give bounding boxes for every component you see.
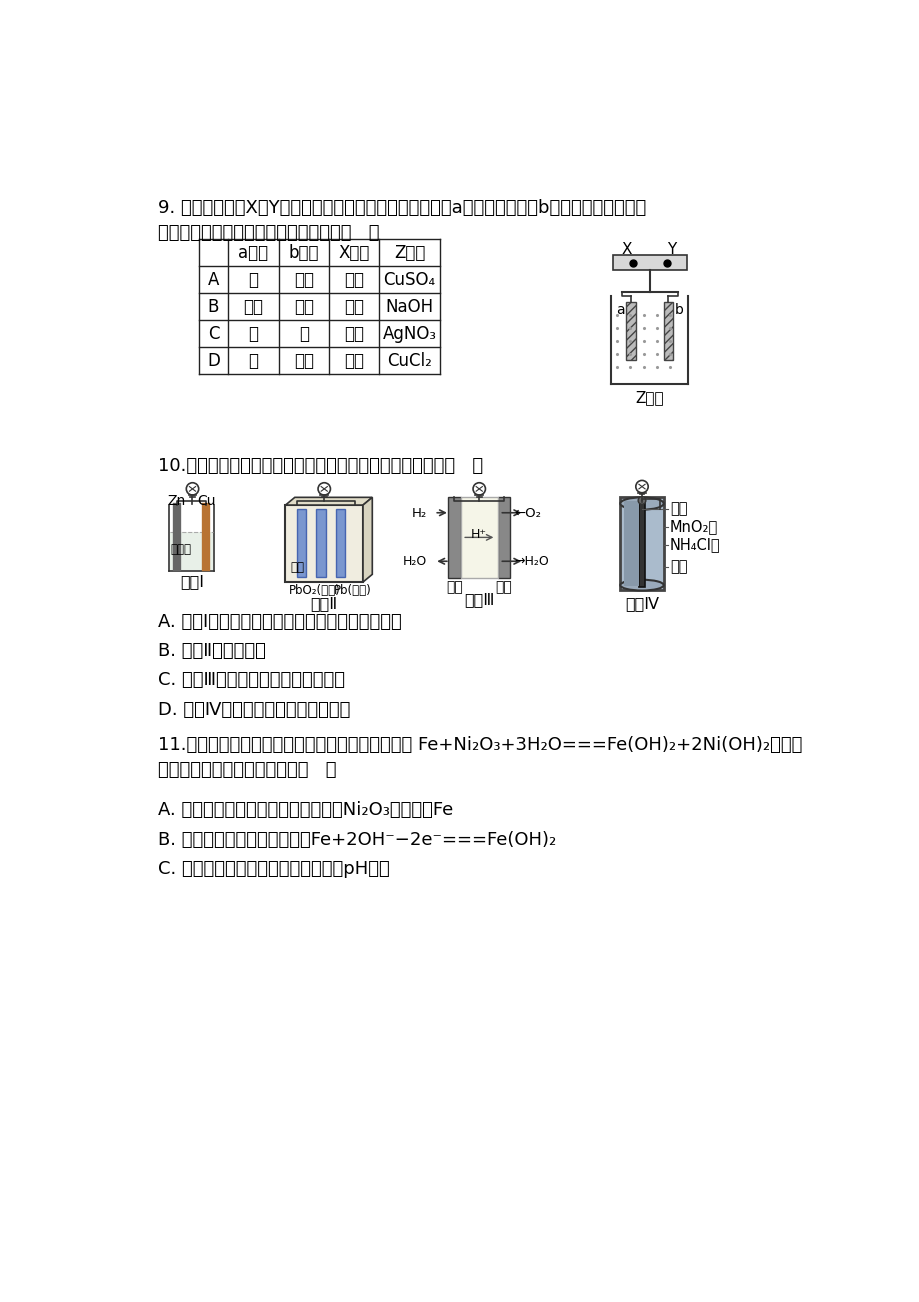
Text: 稀硫酸: 稀硫酸 [171, 543, 191, 556]
Text: C: C [208, 324, 219, 342]
Text: 气体放出。符合这一情况的是附表中的（   ）: 气体放出。符合这一情况的是附表中的（ ） [157, 224, 379, 242]
Text: 负极: 负极 [344, 271, 364, 289]
Bar [335, 509, 345, 577]
Bar [297, 509, 306, 577]
Text: CuSO₄: CuSO₄ [383, 271, 435, 289]
Text: C. 电池充电过程中，阴极附近溶液的pH降低: C. 电池充电过程中，阴极附近溶液的pH降低 [157, 861, 389, 878]
Text: 锤筒: 锤筒 [669, 559, 686, 574]
Text: 9. 如右图所示，X、Y分别是直流电源的两极，通电后发现a极板质量增加，b极板处有无色、无臭: 9. 如右图所示，X、Y分别是直流电源的两极，通电后发现a极板质量增加，b极板处… [157, 199, 645, 216]
Bar [497, 497, 510, 578]
Text: a极板: a极板 [238, 243, 268, 262]
Text: 负极: 负极 [344, 298, 364, 316]
Text: 电池Ⅰ: 电池Ⅰ [180, 574, 204, 590]
Text: 正极: 正极 [495, 579, 512, 594]
Text: D. 电池Ⅳ工作一段时间后，锤筒变软: D. 电池Ⅳ工作一段时间后，锤筒变软 [157, 700, 349, 719]
Text: H₂O: H₂O [402, 555, 426, 568]
Bar [285, 505, 363, 582]
Polygon shape [285, 497, 372, 505]
Text: →H₂O: →H₂O [514, 555, 549, 568]
Bar [460, 497, 497, 578]
Text: H⁺: H⁺ [471, 529, 487, 542]
Bar [619, 497, 663, 590]
Text: Zn: Zn [167, 495, 186, 508]
Bar [448, 497, 460, 578]
Text: AgNO₃: AgNO₃ [382, 324, 436, 342]
Bar [316, 509, 325, 577]
Text: 11.鐵镁蓄电池又称爱迪生电池，放电时的总反应为 Fe+Ni₂O₃+3H₂O===Fe(OH)₂+2Ni(OH)₂。下列: 11.鐵镁蓄电池又称爱迪生电池，放电时的总反应为 Fe+Ni₂O₃+3H₂O==… [157, 736, 801, 754]
Text: C. 电池Ⅲ工作时，氢气发生还原反应: C. 电池Ⅲ工作时，氢气发生还原反应 [157, 672, 345, 689]
Ellipse shape [619, 497, 663, 509]
Text: 负极: 负极 [446, 579, 462, 594]
Text: A: A [208, 271, 219, 289]
Text: 石墨: 石墨 [293, 298, 313, 316]
Polygon shape [363, 497, 372, 582]
Bar [638, 500, 644, 587]
Text: 碳棒: 碳棒 [669, 501, 686, 517]
Text: MnO₂糖: MnO₂糖 [669, 519, 718, 534]
Text: H₂: H₂ [411, 506, 426, 519]
Bar [626, 302, 635, 359]
Text: 铜: 铜 [248, 352, 258, 370]
Bar [170, 533, 213, 570]
Text: 电池Ⅲ: 电池Ⅲ [463, 592, 494, 607]
Text: NaOH: NaOH [385, 298, 433, 316]
Text: ←O₂: ←O₂ [514, 506, 540, 519]
Text: B. 电池Ⅱ是一次电池: B. 电池Ⅱ是一次电池 [157, 642, 266, 660]
Text: a: a [616, 303, 624, 318]
Text: NH₄Cl糖: NH₄Cl糖 [669, 538, 720, 552]
Text: 铁: 铁 [299, 324, 309, 342]
Text: 石墨: 石墨 [293, 271, 313, 289]
Text: 硫酸: 硫酸 [289, 561, 304, 574]
Text: 銀: 銀 [248, 324, 258, 342]
Text: b: b [674, 303, 683, 318]
Text: PbO₂(正极): PbO₂(正极) [289, 583, 341, 596]
Text: 正极: 正极 [344, 324, 364, 342]
Text: Pb(负极): Pb(负极) [334, 583, 371, 596]
Text: 有关该电池的说法不正确的是（   ）: 有关该电池的说法不正确的是（ ） [157, 762, 335, 780]
Text: X: X [620, 242, 631, 258]
Text: 锤: 锤 [248, 271, 258, 289]
Text: A. 电池的电解液为碱性溶液，正极为Ni₂O₃，负极为Fe: A. 电池的电解液为碱性溶液，正极为Ni₂O₃，负极为Fe [157, 802, 452, 819]
Text: D: D [207, 352, 220, 370]
Text: 负极: 负极 [344, 352, 364, 370]
Text: 石墨: 石墨 [243, 298, 263, 316]
Text: Z溶液: Z溶液 [393, 243, 425, 262]
Ellipse shape [619, 579, 663, 591]
Circle shape [638, 496, 645, 504]
Bar [612, 255, 686, 271]
Text: X电极: X电极 [338, 243, 369, 262]
Text: 石墨: 石墨 [293, 352, 313, 370]
Bar [623, 501, 638, 586]
Text: CuCl₂: CuCl₂ [387, 352, 431, 370]
Text: A. 电池Ⅰ工作时，电子由锤经过电解质溶液流向铜: A. 电池Ⅰ工作时，电子由锤经过电解质溶液流向铜 [157, 613, 401, 631]
Text: 电池Ⅳ: 电池Ⅳ [624, 596, 658, 611]
Text: 电池Ⅱ: 电池Ⅱ [311, 596, 337, 611]
Text: Cu: Cu [197, 495, 215, 508]
Text: B. 电池放电时，负极反应为：Fe+2OH⁻−2e⁻===Fe(OH)₂: B. 电池放电时，负极反应为：Fe+2OH⁻−2e⁻===Fe(OH)₂ [157, 831, 555, 849]
Bar [663, 302, 673, 359]
Text: b极板: b极板 [289, 243, 319, 262]
Text: Y: Y [666, 242, 675, 258]
Text: 10.下列关于化学能转化为电能的四种装置的说法正确的是（   ）: 10.下列关于化学能转化为电能的四种装置的说法正确的是（ ） [157, 457, 482, 474]
Text: B: B [208, 298, 219, 316]
Text: Z溶液: Z溶液 [635, 391, 664, 405]
